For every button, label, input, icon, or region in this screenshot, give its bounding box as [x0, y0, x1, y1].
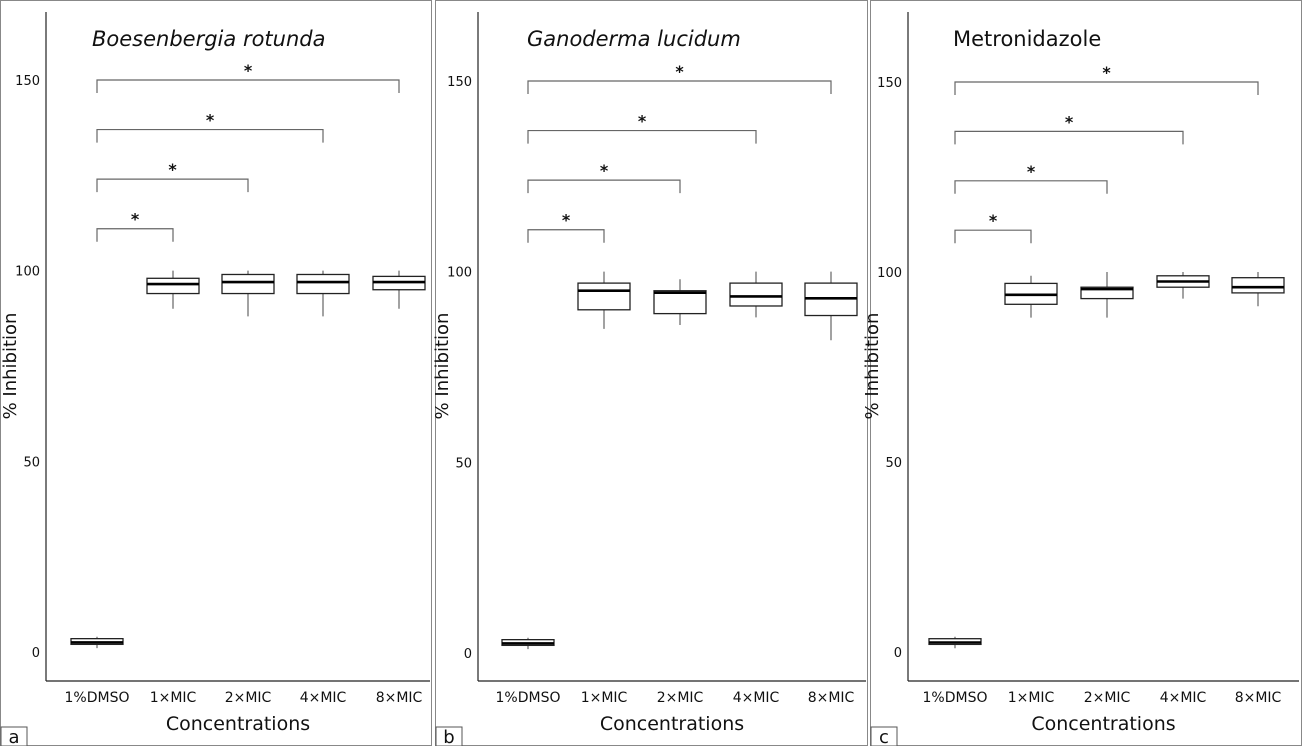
significance-bracket — [954, 180, 1108, 194]
y-tick-label: 100 — [877, 266, 902, 281]
y-tick-label: 50 — [885, 456, 902, 471]
y-tick-label: 0 — [464, 647, 472, 662]
box-4 — [804, 271, 858, 341]
box-iqr — [1231, 277, 1285, 294]
significance-label: * — [638, 112, 647, 131]
box-iqr — [577, 282, 631, 311]
significance-label: * — [131, 210, 140, 229]
significance-label: * — [989, 211, 998, 230]
x-tick-label: 2×MIC — [1084, 690, 1131, 706]
significance-bracket — [527, 179, 681, 194]
significance-label: * — [675, 62, 684, 81]
box-iqr — [221, 273, 275, 295]
x-tick-label: 1%DMSO — [496, 690, 561, 706]
box-0 — [70, 636, 124, 649]
box-2 — [653, 279, 707, 326]
x-tick-label: 1%DMSO — [923, 690, 988, 706]
chart-panel-c: Metronidazole 0 50 100 150 % Inhibition 1%DMSO… — [862, 0, 1302, 746]
y-tick-label: 50 — [23, 455, 40, 470]
significance-bracket — [527, 129, 757, 144]
box-iqr — [146, 277, 200, 295]
significance-label: * — [600, 161, 609, 180]
significance-label: * — [1065, 112, 1074, 131]
x-axis-label: Concentrations — [600, 713, 744, 735]
y-tick-label: 100 — [15, 265, 40, 280]
box-iqr — [729, 282, 783, 307]
y-tick-label: 150 — [15, 74, 40, 89]
box-2 — [221, 270, 275, 317]
box-iqr — [1080, 286, 1134, 300]
significance-bracket — [954, 81, 1259, 95]
x-axis-label: Concentrations — [166, 713, 310, 735]
box-4 — [1231, 272, 1285, 307]
significance-label: * — [244, 61, 253, 80]
x-tick-label: 8×MIC — [1235, 690, 1282, 706]
y-axis-label: % Inhibition — [432, 313, 453, 420]
box-4 — [372, 270, 426, 309]
x-axis-label: Concentrations — [1031, 713, 1175, 735]
x-tick-label: 4×MIC — [733, 690, 780, 706]
x-tick-label: 4×MIC — [1160, 690, 1207, 706]
significance-label: * — [168, 160, 177, 179]
y-tick-label: 150 — [447, 75, 472, 90]
x-tick-label: 8×MIC — [376, 690, 423, 706]
panel-letter-box — [435, 726, 463, 746]
box-0 — [928, 636, 982, 649]
x-tick-label: 2×MIC — [225, 690, 272, 706]
significance-label: * — [562, 211, 571, 230]
panel-letter-box — [870, 726, 898, 746]
chart-panel-b: Ganoderma lucidum 0 50 100 150 % Inhibition 1%… — [432, 0, 868, 746]
panel-letter: b — [443, 727, 454, 746]
panel-letter-box — [0, 726, 28, 746]
significance-bracket — [96, 228, 174, 242]
box-iqr — [653, 290, 707, 315]
x-tick-label: 8×MIC — [808, 690, 855, 706]
significance-bracket — [954, 130, 1184, 145]
panel-frame — [435, 0, 868, 746]
significance-bracket — [96, 128, 324, 143]
x-tick-label: 1%DMSO — [65, 690, 130, 706]
y-axis-label: % Inhibition — [862, 313, 883, 420]
significance-label: * — [206, 111, 215, 130]
panel-letter: a — [8, 727, 19, 746]
box-1 — [577, 271, 631, 329]
chart-title: Metronidazole — [953, 27, 1101, 51]
y-axis-label: % Inhibition — [0, 313, 21, 420]
significance-bracket — [954, 229, 1032, 244]
box-iqr — [296, 273, 350, 295]
y-tick-label: 150 — [877, 76, 902, 91]
box-2 — [1080, 272, 1134, 318]
box-3 — [296, 270, 350, 317]
significance-bracket — [527, 80, 832, 94]
x-tick-label: 4×MIC — [300, 690, 347, 706]
x-tick-label: 2×MIC — [657, 690, 704, 706]
x-tick-label: 1×MIC — [1008, 690, 1055, 706]
significance-bracket — [96, 178, 249, 193]
panel-frame — [0, 0, 432, 746]
significance-bracket — [96, 79, 400, 93]
significance-label: * — [1102, 63, 1111, 82]
y-tick-label: 0 — [894, 646, 902, 661]
x-tick-label: 1×MIC — [150, 690, 197, 706]
box-3 — [729, 271, 783, 318]
y-tick-label: 0 — [32, 646, 40, 661]
significance-bracket — [527, 229, 605, 243]
y-tick-label: 50 — [455, 456, 472, 471]
box-3 — [1156, 272, 1210, 299]
x-tick-label: 1×MIC — [581, 690, 628, 706]
chart-title: Boesenbergia rotunda — [92, 27, 325, 51]
panel-frame — [870, 0, 1302, 746]
chart-panel-a: Boesenbergia rotunda 0 50 100 150 % Inhibitio… — [0, 0, 432, 746]
y-tick-label: 100 — [447, 266, 472, 281]
box-0 — [501, 637, 555, 650]
panel-letter: c — [879, 727, 889, 746]
box-1 — [146, 270, 200, 309]
chart-title: Ganoderma lucidum — [527, 27, 741, 51]
box-1 — [1004, 275, 1058, 318]
significance-label: * — [1027, 162, 1036, 181]
